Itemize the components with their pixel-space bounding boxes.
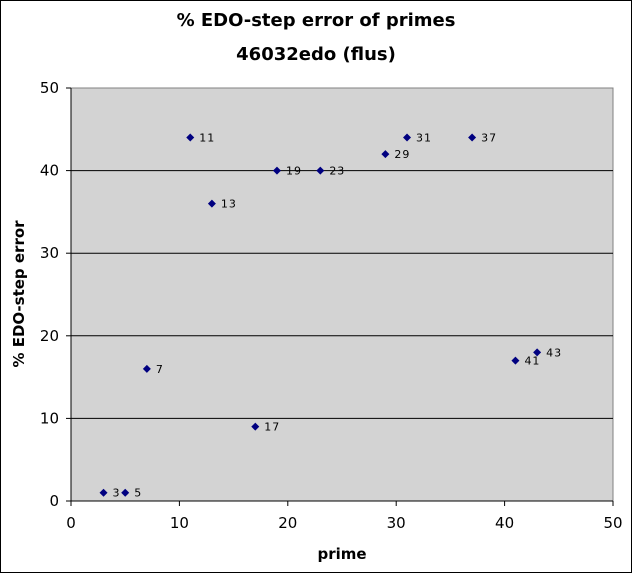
y-axis-title: % EDO-step error	[10, 220, 28, 368]
y-tick-label: 10	[40, 409, 59, 427]
data-point-marker	[511, 356, 520, 365]
x-tick-label: 10	[170, 514, 189, 532]
y-tick-label: 40	[40, 162, 59, 180]
data-point-marker	[186, 133, 195, 142]
data-point-label: 5	[134, 487, 142, 500]
plot-area	[70, 87, 614, 502]
x-tick-label: 0	[66, 514, 76, 532]
axes	[66, 87, 614, 506]
x-axis-title: prime	[317, 545, 366, 563]
data-point-label: 11	[199, 132, 215, 145]
data-point-label: 23	[329, 165, 345, 178]
x-tick-label: 40	[495, 514, 514, 532]
data-point-marker	[533, 348, 542, 357]
data-point-label: 17	[264, 421, 280, 434]
data-point-marker	[121, 488, 130, 497]
x-tick-label: 30	[387, 514, 406, 532]
data-point-label: 3	[113, 487, 121, 500]
data-points: 3 5 7 11 13 17 19 23 29 31 37 41 43	[99, 132, 562, 500]
chart-title: % EDO-step error of primes	[177, 10, 456, 31]
data-point-marker	[207, 199, 216, 208]
data-point-marker	[381, 150, 390, 159]
data-point-marker	[99, 488, 108, 497]
data-point-label: 19	[286, 165, 302, 178]
y-tick-label: 0	[49, 492, 59, 510]
data-point-marker	[251, 422, 260, 431]
data-point-label: 41	[524, 355, 540, 368]
x-tick-labels: 0 10 20 30 40 50	[66, 514, 622, 532]
y-tick-label: 20	[40, 327, 59, 345]
data-point-label: 13	[221, 198, 237, 211]
data-point-marker	[142, 364, 151, 373]
data-point-marker	[468, 133, 477, 142]
gridlines	[71, 170, 613, 419]
chart-subtitle: 46032edo (flus)	[236, 44, 396, 65]
data-point-label: 37	[481, 132, 497, 145]
y-tick-labels: 0 10 20 30 40 50	[40, 79, 59, 510]
data-point-label: 43	[546, 346, 562, 359]
x-tick-label: 50	[603, 514, 622, 532]
data-point-label: 7	[156, 363, 164, 376]
data-point-label: 29	[394, 148, 410, 161]
data-point-marker	[272, 166, 281, 175]
data-point-label: 31	[416, 132, 432, 145]
y-tick-label: 50	[40, 79, 59, 97]
data-point-marker	[316, 166, 325, 175]
data-point-marker	[403, 133, 412, 142]
y-tick-label: 30	[40, 244, 59, 262]
x-tick-label: 20	[278, 514, 297, 532]
